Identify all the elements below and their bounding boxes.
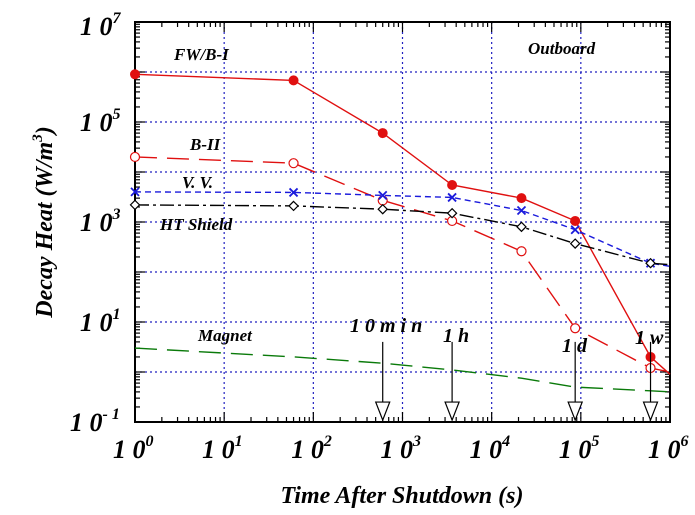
label-b2: B-II [189, 135, 222, 154]
series-line [134, 73, 671, 375]
data-point [288, 75, 299, 86]
data-point [378, 190, 388, 201]
y-tick-label: 1 01 [80, 306, 121, 337]
data-point [516, 246, 527, 257]
data-point [570, 323, 581, 334]
x-tick-exponent: 3 [412, 433, 421, 450]
series-line [134, 347, 671, 393]
data-point [447, 192, 457, 203]
data-point [447, 179, 458, 190]
x-tick-label: 1 01 [202, 433, 243, 464]
label-outboard: Outboard [528, 39, 596, 58]
arrow-head [642, 401, 659, 422]
label-1d: 1 d [562, 335, 588, 357]
arrow-head [374, 401, 391, 422]
x-tick-label: 1 05 [559, 433, 600, 464]
y-tick-exponent: 3 [112, 206, 121, 223]
x-axis-title: Time After Shutdown (s) [281, 483, 524, 509]
y-tick-labels: 1 07 1 05 1 03 1 01 1 0- 1 [70, 10, 122, 437]
x-tick-exponent: 4 [501, 433, 510, 450]
label-magnet: Magnet [197, 326, 253, 345]
data-point [570, 225, 580, 235]
y-axis-title: Decay Heat (W/m3) [30, 126, 58, 318]
x-tick-label: 1 00 [113, 433, 154, 464]
series-4 [134, 347, 671, 393]
data-point [130, 187, 140, 197]
x-tick-exponent: 5 [591, 433, 599, 450]
y-tick-label: 1 0- 1 [70, 406, 120, 437]
label-ht-shield: HT Shield [159, 215, 233, 234]
x-tick-label: 1 04 [470, 433, 511, 464]
label-fw-b1: FW/B-I [173, 45, 230, 64]
y-tick-exponent: - 1 [103, 406, 120, 423]
x-tick-exponent: 0 [146, 433, 154, 450]
data-point [516, 205, 527, 216]
data-point [130, 69, 140, 80]
series-line [134, 156, 671, 373]
data-point [446, 207, 458, 219]
series-1 [129, 151, 671, 374]
data-point [377, 203, 389, 215]
y-axis-title-main: Decay Heat (W/m [32, 142, 58, 319]
data-point [570, 215, 581, 226]
x-tick-exponent: 2 [323, 433, 332, 450]
data-point [516, 193, 527, 204]
y-tick-exponent: 5 [113, 106, 121, 123]
x-tick-label: 1 03 [381, 433, 422, 464]
y-tick-label: 1 05 [80, 106, 121, 137]
y-tick-exponent: 1 [113, 306, 121, 323]
x-tick-exponent: 6 [681, 433, 689, 450]
data-point [288, 158, 299, 169]
series-group [129, 69, 671, 393]
y-tick-label: 1 03 [80, 206, 121, 237]
y-tick-exponent: 7 [113, 10, 122, 27]
data-point [129, 199, 141, 211]
data-point [129, 151, 141, 163]
label-1w: 1 w [635, 327, 664, 349]
time-arrows [374, 341, 659, 422]
data-point [288, 200, 299, 212]
y-axis-title-tail: ) [32, 126, 58, 136]
x-tick-labels: 1 00 1 01 1 02 1 03 1 04 1 05 1 06 [113, 433, 689, 464]
data-point [645, 257, 656, 269]
x-tick-label: 1 06 [648, 433, 689, 464]
y-axis-title-sup: 3 [30, 134, 46, 143]
grid-lines [135, 22, 670, 422]
y-tick-label: 1 07 [80, 10, 122, 41]
arrow-head [567, 401, 584, 422]
data-point [377, 128, 388, 139]
data-point [288, 187, 299, 198]
svg-text:Decay Heat (W/m3): Decay Heat (W/m3) [30, 126, 58, 318]
series-2 [130, 187, 671, 268]
data-point [569, 238, 581, 249]
x-tick-label: 1 02 [291, 433, 332, 464]
series-line [134, 191, 671, 267]
arrow-head [444, 401, 460, 422]
data-point [377, 195, 388, 206]
series-3 [129, 199, 671, 269]
x-tick-exponent: 1 [235, 433, 243, 450]
label-vv: V. V. [182, 173, 213, 192]
series-line [134, 204, 671, 266]
label-10min: 1 0 m i n [350, 315, 422, 337]
label-1h: 1 h [443, 325, 469, 347]
data-point [516, 221, 527, 233]
